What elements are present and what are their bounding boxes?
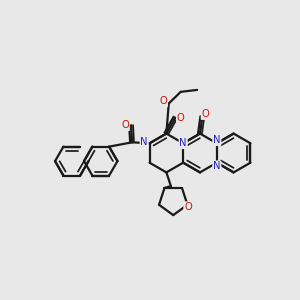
Text: O: O [160,96,167,106]
Text: O: O [202,109,209,119]
Text: N: N [179,138,187,148]
Text: N: N [213,161,220,171]
Text: N: N [140,137,148,147]
Text: O: O [177,113,184,123]
Text: O: O [121,120,129,130]
Text: N: N [213,135,220,145]
Text: O: O [184,202,192,212]
